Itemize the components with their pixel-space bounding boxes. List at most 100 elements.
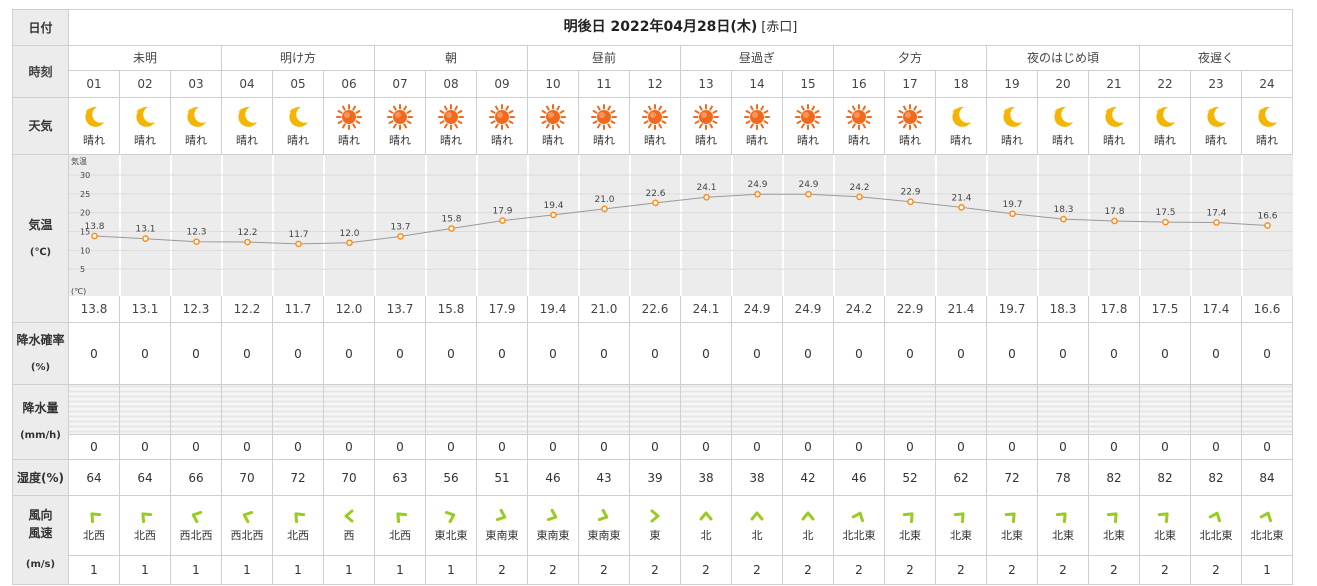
y-tick-label: 25 [80, 190, 90, 199]
temperature-chart: 30 25 20 15 10 5 気温 (℃) 13.8 13.1 12.3 12.2 11.7 12.0… [69, 155, 1293, 296]
temp-value: 13.8 [68, 295, 120, 323]
humidity-value: 82 [1088, 459, 1140, 496]
precip-prob-value: 0 [884, 322, 936, 385]
precip-prob-value: 0 [527, 322, 579, 385]
wind-direction-text: 東南東 [587, 528, 621, 542]
wind-direction-text: 北 [700, 528, 712, 542]
wind-arrow-icon [426, 509, 476, 523]
precip-bar-cell [833, 384, 885, 435]
temperature-data-label: 17.8 [1104, 207, 1124, 217]
wind-cell: 北東 [1037, 495, 1089, 556]
temp-value: 24.2 [833, 295, 885, 323]
weather-label-text: 晴れ [950, 134, 972, 147]
weather-cell: 晴れ [1190, 97, 1242, 155]
temperature-point [601, 205, 608, 213]
wind-direction-text: 東南東 [536, 528, 570, 542]
temperature-point [1009, 210, 1016, 218]
temperature-point [652, 199, 659, 207]
hour-label: 05 [272, 70, 324, 98]
temperature-data-label: 21.4 [951, 193, 971, 203]
humidity-value: 63 [374, 459, 426, 496]
period-label: 夕方 [833, 45, 987, 71]
wind-speed-value: 1 [323, 555, 375, 585]
precip-prob-label: 降水確率 (%) [12, 322, 69, 385]
date-row: 日付 明後日 2022年04月28日(木) [赤口] [12, 9, 1294, 46]
moon-icon [936, 104, 986, 130]
precip-prob-value: 0 [731, 322, 783, 385]
wind-cell: 東 [629, 495, 681, 556]
precip-prob-value: 0 [1139, 322, 1191, 385]
moon-icon [222, 104, 272, 130]
precip-prob-value: 0 [1240, 322, 1294, 385]
weather-cell: 晴れ [221, 97, 273, 155]
wind-direction-text: 北東 [1001, 528, 1023, 542]
moon-icon [1191, 104, 1241, 130]
temperature-data-label: 17.5 [1155, 208, 1175, 218]
sun-icon [375, 104, 425, 130]
temperature-point [1060, 215, 1067, 223]
wind-cell: 北東 [935, 495, 987, 556]
weather-label-text: 晴れ [695, 134, 717, 147]
weather-label-text: 晴れ [1256, 134, 1278, 147]
wind-speed-value: 2 [986, 555, 1038, 585]
wind-cell: 北北東 [833, 495, 885, 556]
sun-icon [477, 104, 527, 130]
temperature-point [397, 233, 404, 240]
period-label: 未明 [68, 45, 222, 71]
wind-cell: 北北東 [1190, 495, 1242, 556]
hour-label: 18 [935, 70, 987, 98]
temperature-data-label: 18.3 [1053, 205, 1073, 215]
precip-amount-value: 0 [374, 434, 426, 460]
precip-amount-value: 0 [1139, 434, 1191, 460]
sun-icon [783, 104, 833, 130]
weather-label-text: 晴れ [1052, 134, 1074, 147]
temperature-data-label: 17.9 [492, 207, 512, 217]
precip-prob-value: 0 [578, 322, 630, 385]
wind-cell: 西北西 [170, 495, 222, 556]
precip-bar-cell [680, 384, 732, 435]
precip-prob-value: 0 [476, 322, 528, 385]
weather-cell: 晴れ [374, 97, 426, 155]
humidity-value: 82 [1139, 459, 1191, 496]
wind-arrow-icon [477, 508, 527, 523]
hour-label: 01 [68, 70, 120, 98]
wind-cell: 東南東 [527, 495, 579, 556]
weather-cell: 晴れ [629, 97, 681, 155]
date-label: 日付 [12, 9, 69, 46]
precip-bar-cell [1190, 384, 1242, 435]
humidity-value: 39 [629, 459, 681, 496]
wind-direction-text: 西北西 [230, 528, 264, 542]
wind-direction-text: 北東 [899, 528, 921, 542]
precip-prob-value: 0 [1190, 322, 1242, 385]
hour-label: 21 [1088, 70, 1140, 98]
temperature-point [142, 235, 149, 243]
wind-arrow-icon [324, 509, 374, 523]
temperature-point [703, 193, 710, 201]
humidity-value: 78 [1037, 459, 1089, 496]
wind-speed-value: 1 [170, 555, 222, 585]
wind-arrow-icon [1089, 509, 1139, 523]
humidity-value: 52 [884, 459, 936, 496]
precip-amount-value: 0 [1088, 434, 1140, 460]
temp-value: 18.3 [1037, 295, 1089, 323]
period-label: 夜遅く [1138, 45, 1294, 71]
precip-bar-cell [425, 384, 477, 435]
precip-prob-value: 0 [119, 322, 171, 385]
temperature-data-label: 12.2 [237, 228, 257, 238]
temp-label: 気温 (℃) [12, 154, 69, 323]
hour-label: 11 [578, 70, 630, 98]
wind-direction-text: 北東 [1103, 528, 1125, 542]
temperature-point [856, 193, 863, 201]
precip-amount-value: 0 [221, 434, 273, 460]
precip-bar-cell [323, 384, 375, 435]
wind-cell: 北西 [119, 495, 171, 556]
temp-value: 12.2 [221, 295, 273, 323]
wind-direction-text: 東北東 [434, 528, 468, 542]
wind-cell: 北 [731, 495, 783, 556]
wind-speed-value: 2 [527, 555, 579, 585]
precip-bar-cell [170, 384, 222, 435]
temp-unit: (℃) [29, 246, 52, 258]
temp-chart-row: 気温 (℃) 30 25 20 15 10 5 気温 (℃) 13.8 13.1 12.3 12.2 1… [12, 154, 1294, 323]
sun-icon [885, 104, 935, 130]
